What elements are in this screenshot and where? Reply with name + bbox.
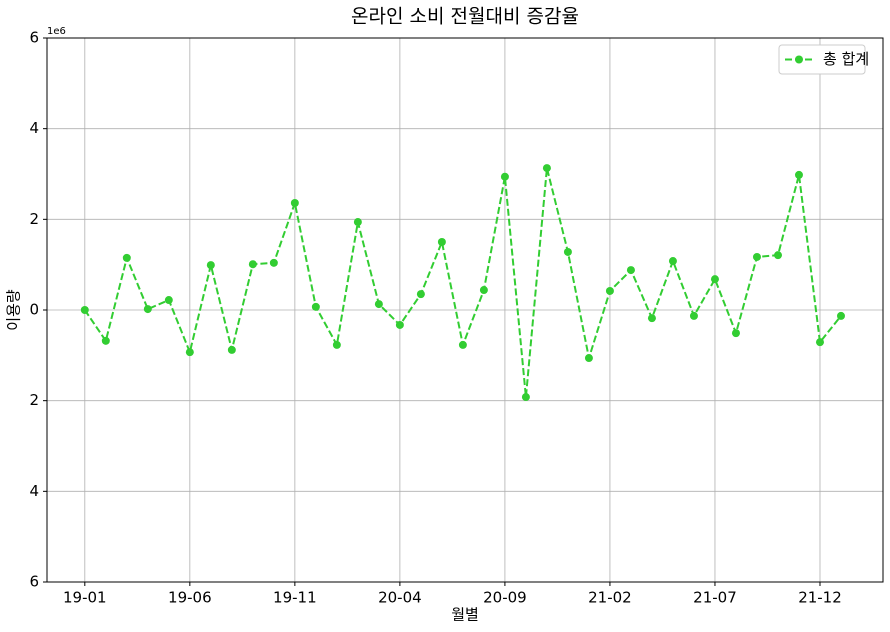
data-point	[647, 314, 656, 323]
data-point	[332, 340, 341, 349]
x-tick-label: 19-11	[273, 589, 317, 607]
y-tick-label: 6	[29, 29, 39, 47]
data-point	[122, 253, 131, 262]
data-point	[521, 393, 530, 402]
y-axis-label: 이용량	[5, 289, 23, 331]
data-point	[836, 311, 845, 320]
y-tick-label: 2	[29, 210, 39, 228]
data-point	[815, 338, 824, 347]
data-point	[374, 300, 383, 309]
x-tick-label: 19-01	[63, 589, 107, 607]
data-point	[353, 218, 362, 227]
x-tick-label: 19-06	[168, 589, 212, 607]
data-point	[563, 247, 572, 256]
data-point	[794, 170, 803, 179]
x-tick-label: 21-02	[588, 589, 632, 607]
data-point	[185, 348, 194, 357]
data-point	[479, 286, 488, 295]
data-point	[164, 296, 173, 305]
data-point	[584, 354, 593, 363]
chart-title: 온라인 소비 전월대비 증감율	[351, 6, 579, 28]
data-point	[689, 311, 698, 320]
x-tick-label: 21-12	[798, 589, 842, 607]
y-tick-label: 2	[29, 391, 39, 409]
data-point	[290, 199, 299, 208]
data-line	[83, 167, 842, 398]
data-point	[311, 302, 320, 311]
data-point	[710, 275, 719, 284]
data-point	[395, 320, 404, 329]
y-tick-label: 4	[29, 119, 39, 137]
data-point	[731, 329, 740, 338]
x-tick-label: 20-04	[378, 589, 422, 607]
data-point	[248, 260, 257, 269]
data-point	[80, 306, 89, 314]
legend: 총 합계	[778, 44, 869, 75]
data-point	[668, 257, 677, 266]
plot-frame	[46, 37, 884, 583]
data-point	[269, 258, 278, 267]
legend-box	[778, 44, 866, 75]
data-point	[101, 336, 110, 345]
data-point	[227, 345, 236, 354]
data-point	[206, 261, 215, 270]
data-point	[542, 164, 551, 173]
data-point	[752, 252, 761, 261]
legend-marker	[795, 55, 803, 64]
x-axis-label: 월별	[451, 606, 479, 624]
legend-label: 총 합계	[823, 50, 869, 68]
data-point	[143, 305, 152, 314]
y-tick-label: 6	[29, 573, 39, 591]
data-point	[773, 251, 782, 260]
y-tick-label: 4	[29, 482, 39, 500]
data-point	[437, 238, 446, 246]
x-tick-label: 21-07	[693, 589, 737, 607]
data-point	[605, 286, 614, 295]
x-tick-label: 20-09	[483, 589, 527, 607]
data-point	[626, 266, 635, 275]
data-point	[416, 290, 425, 299]
data-point	[458, 340, 467, 349]
y-offset-label: 1e6	[47, 26, 66, 37]
data-point	[500, 172, 509, 181]
y-tick-label: 0	[29, 301, 39, 319]
